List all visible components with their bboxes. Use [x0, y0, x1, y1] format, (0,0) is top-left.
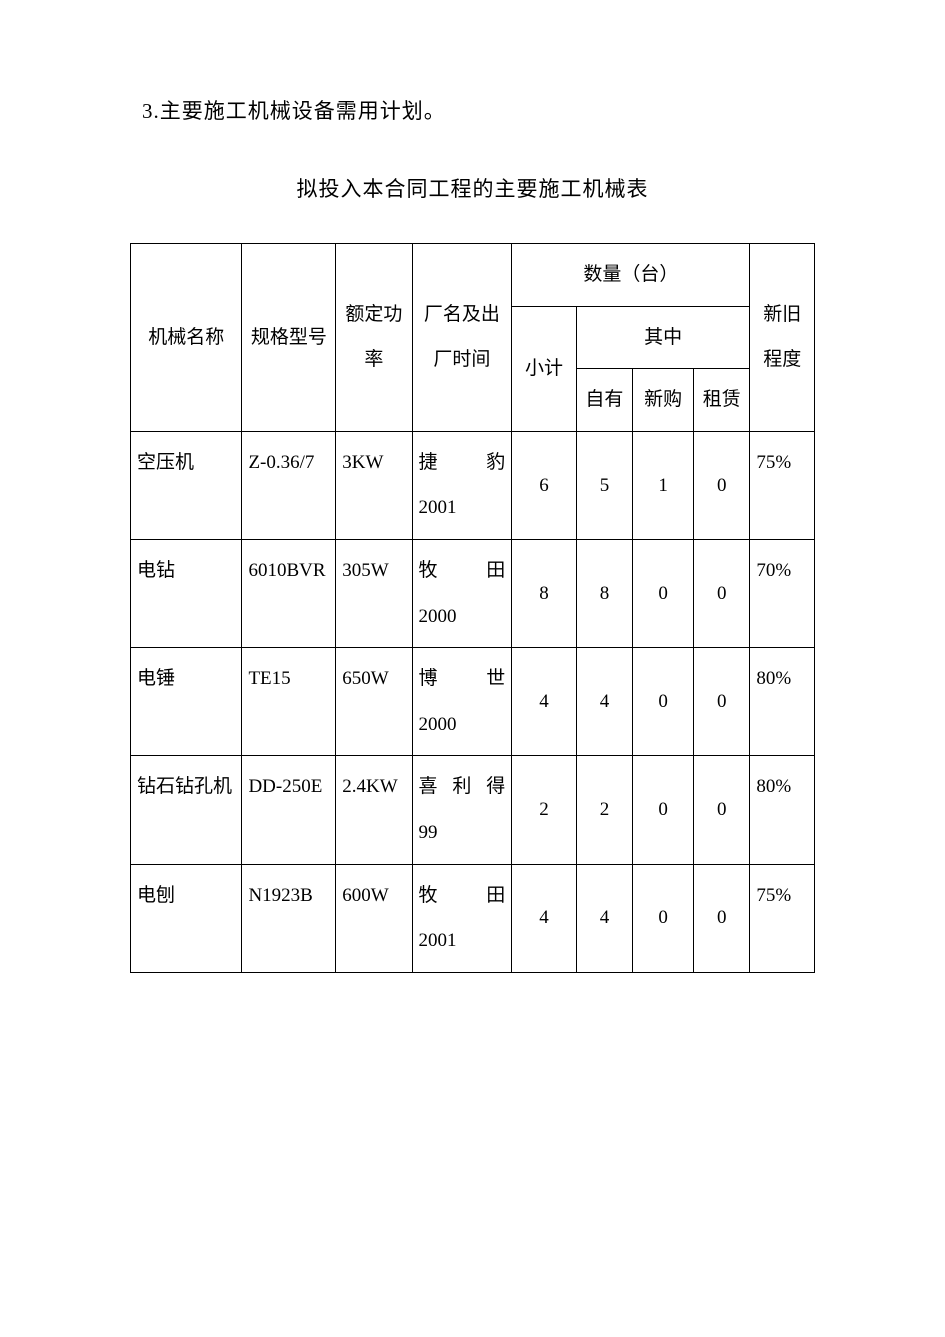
cell-name: 电钻: [131, 539, 242, 647]
cell-newbuy: 0: [633, 864, 694, 972]
cell-power: 650W: [336, 648, 412, 756]
cell-power: 305W: [336, 539, 412, 647]
header-new-purchase: 新购: [633, 369, 694, 432]
header-machine-name: 机械名称: [131, 244, 242, 432]
table-row: 钻石钻孔机 DD-250E 2.4KW 喜利得99 2 2 0 0 80%: [131, 756, 815, 864]
table-row: 电钻 6010BVR 305W 牧田2000 8 8 0 0 70%: [131, 539, 815, 647]
cell-subtotal: 8: [512, 539, 577, 647]
cell-own: 2: [576, 756, 632, 864]
cell-factory: 喜利得99: [412, 756, 512, 864]
cell-rent: 0: [694, 539, 750, 647]
table-row: 电锤 TE15 650W 博世2000 4 4 0 0 80%: [131, 648, 815, 756]
cell-power: 600W: [336, 864, 412, 972]
cell-subtotal: 2: [512, 756, 577, 864]
cell-name: 电刨: [131, 864, 242, 972]
header-quantity: 数量（台）: [512, 244, 750, 307]
section-heading: 3.主要施工机械设备需用计划。: [130, 95, 815, 125]
cell-power: 2.4KW: [336, 756, 412, 864]
cell-spec: TE15: [242, 648, 336, 756]
cell-newbuy: 0: [633, 648, 694, 756]
header-spec-model: 规格型号: [242, 244, 336, 432]
cell-subtotal: 6: [512, 431, 577, 539]
header-self-owned: 自有: [576, 369, 632, 432]
cell-subtotal: 4: [512, 864, 577, 972]
table-header: 机械名称 规格型号 额定功率 厂名及出厂时间 数量（台） 新旧程度 小计 其中 …: [131, 244, 815, 432]
cell-own: 5: [576, 431, 632, 539]
cell-spec: Z-0.36/7: [242, 431, 336, 539]
cell-spec: 6010BVR: [242, 539, 336, 647]
header-condition: 新旧程度: [750, 244, 815, 432]
cell-condition: 75%: [750, 431, 815, 539]
cell-name: 空压机: [131, 431, 242, 539]
cell-newbuy: 1: [633, 431, 694, 539]
table-body: 空压机 Z-0.36/7 3KW 捷豹2001 6 5 1 0 75% 电钻 6…: [131, 431, 815, 972]
cell-subtotal: 4: [512, 648, 577, 756]
cell-condition: 75%: [750, 864, 815, 972]
cell-factory: 牧田2000: [412, 539, 512, 647]
cell-own: 4: [576, 864, 632, 972]
cell-own: 8: [576, 539, 632, 647]
cell-name: 电锤: [131, 648, 242, 756]
header-subtotal: 小计: [512, 306, 577, 431]
equipment-table: 机械名称 规格型号 额定功率 厂名及出厂时间 数量（台） 新旧程度 小计 其中 …: [130, 243, 815, 973]
cell-rent: 0: [694, 431, 750, 539]
cell-condition: 70%: [750, 539, 815, 647]
cell-factory: 博世2000: [412, 648, 512, 756]
header-factory-time: 厂名及出厂时间: [412, 244, 512, 432]
cell-factory: 捷豹2001: [412, 431, 512, 539]
cell-factory: 牧田2001: [412, 864, 512, 972]
header-of-which: 其中: [576, 306, 750, 369]
cell-newbuy: 0: [633, 539, 694, 647]
cell-condition: 80%: [750, 648, 815, 756]
table-title: 拟投入本合同工程的主要施工机械表: [130, 173, 815, 203]
cell-rent: 0: [694, 864, 750, 972]
cell-rent: 0: [694, 756, 750, 864]
header-lease: 租赁: [694, 369, 750, 432]
header-rated-power: 额定功率: [336, 244, 412, 432]
cell-spec: DD-250E: [242, 756, 336, 864]
table-row: 电刨 N1923B 600W 牧田2001 4 4 0 0 75%: [131, 864, 815, 972]
cell-spec: N1923B: [242, 864, 336, 972]
cell-newbuy: 0: [633, 756, 694, 864]
cell-own: 4: [576, 648, 632, 756]
cell-condition: 80%: [750, 756, 815, 864]
table-row: 空压机 Z-0.36/7 3KW 捷豹2001 6 5 1 0 75%: [131, 431, 815, 539]
cell-power: 3KW: [336, 431, 412, 539]
cell-name: 钻石钻孔机: [131, 756, 242, 864]
cell-rent: 0: [694, 648, 750, 756]
